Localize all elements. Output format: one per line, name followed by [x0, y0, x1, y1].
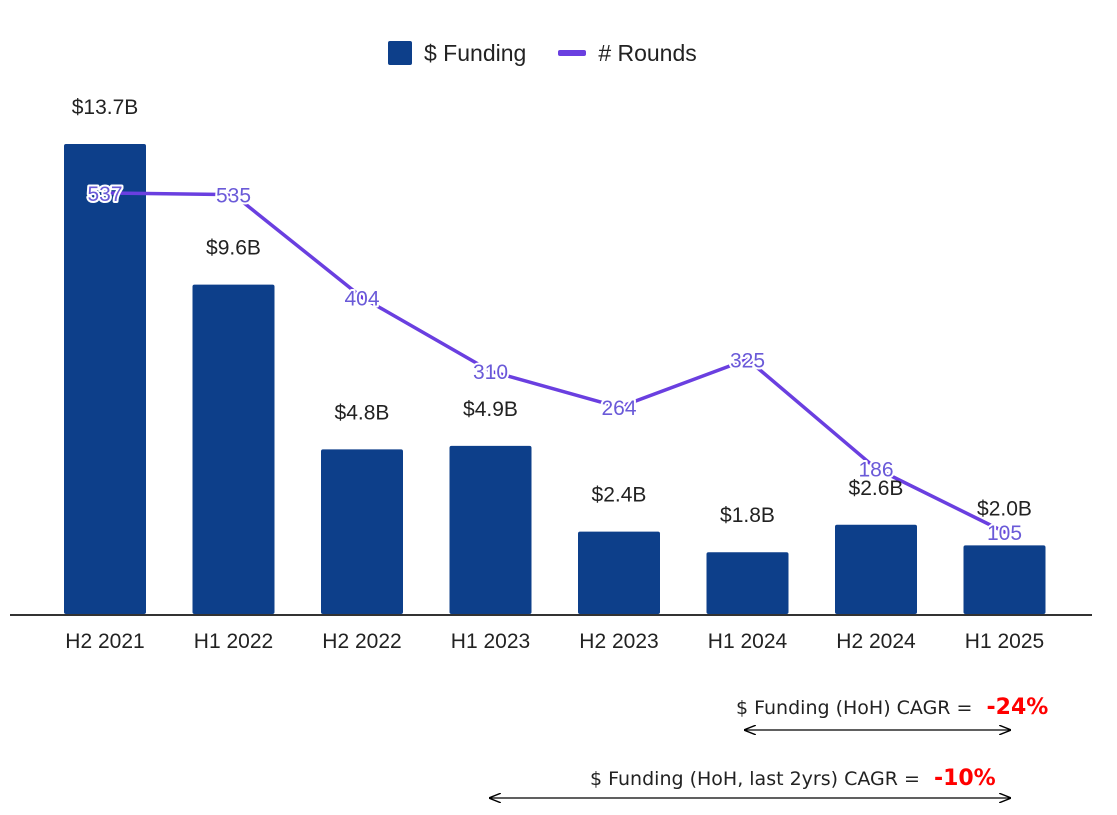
- cagr-label-1: $ Funding (HoH) CAGR =: [736, 697, 979, 719]
- chart-legend: $ Funding # Rounds: [388, 38, 729, 68]
- x-tick-label: H2 2024: [836, 630, 916, 653]
- funding-bar: [321, 449, 403, 614]
- funding-bar: [64, 144, 146, 614]
- cagr-annotation-1: $ Funding (HoH) CAGR = -24%: [736, 695, 1048, 720]
- legend-label-funding: $ Funding: [424, 39, 527, 66]
- labels-layer: 537 535 404 310 264 325 186 105 $13.7B $9.6B $4.8B…: [65, 96, 1044, 653]
- rounds-data-label: 186: [858, 458, 893, 481]
- x-tick-label: H1 2024: [708, 630, 788, 653]
- legend-swatch-rounds: [558, 50, 587, 56]
- rounds-data-label: 325: [730, 349, 765, 372]
- cagr-value-2: -10%: [933, 766, 996, 791]
- x-tick-label: H2 2021: [65, 630, 144, 653]
- legend-item-funding: $ Funding: [388, 40, 526, 67]
- legend-swatch-funding: [388, 41, 412, 65]
- funding-data-label: $13.7B: [72, 96, 139, 119]
- x-tick-label: H2 2023: [579, 630, 658, 653]
- cagr-value-1: -24%: [986, 695, 1049, 720]
- x-tick-label: H1 2023: [451, 630, 530, 653]
- x-tick-label: H1 2025: [965, 630, 1044, 653]
- funding-data-label: $1.8B: [720, 504, 775, 527]
- funding-bar: [192, 284, 275, 614]
- funding-data-label: $4.8B: [335, 401, 390, 424]
- funding-data-label: $2.6B: [849, 477, 904, 500]
- rounds-line: [103, 191, 1007, 534]
- rounds-data-label: 264: [601, 397, 636, 420]
- funding-bar: [578, 531, 660, 614]
- line-layer: [103, 191, 1007, 534]
- cagr-label-2: $ Funding (HoH, last 2yrs) CAGR =: [590, 768, 926, 790]
- funding-data-label: $2.4B: [592, 484, 647, 507]
- funding-data-label: $2.0B: [977, 497, 1032, 520]
- rounds-data-label: 105: [987, 522, 1022, 545]
- rounds-data-label: 404: [344, 287, 379, 310]
- rounds-data-label: 537: [87, 183, 122, 206]
- funding-data-label: $9.6B: [206, 237, 261, 260]
- bars-layer: [64, 144, 1046, 614]
- rounds-data-label: 310: [473, 361, 508, 384]
- legend-label-rounds: # Rounds: [598, 39, 697, 66]
- rounds-data-label: 535: [216, 185, 251, 208]
- funding-bar: [835, 524, 917, 614]
- cagr-annotation-2: $ Funding (HoH, last 2yrs) CAGR = -10%: [590, 766, 996, 791]
- x-tick-label: H2 2022: [322, 630, 401, 653]
- funding-data-label: $4.9B: [463, 398, 518, 421]
- funding-bar: [963, 545, 1046, 614]
- funding-bar: [706, 552, 789, 614]
- funding-bar: [449, 445, 532, 614]
- legend-item-rounds: # Rounds: [558, 39, 697, 67]
- x-tick-label: H1 2022: [194, 630, 273, 653]
